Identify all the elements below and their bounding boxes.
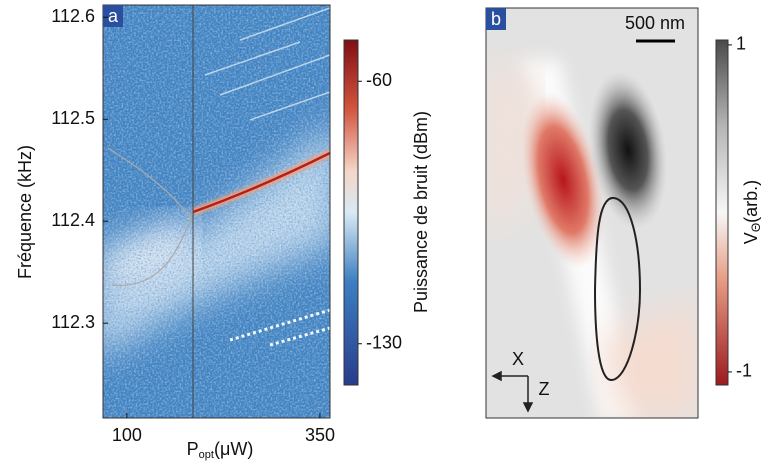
- axis-label: X: [512, 349, 524, 369]
- colorbar-tick-label: 1: [736, 34, 746, 54]
- x-axis-label: Popt(μW): [187, 439, 254, 461]
- colorbar: [343, 39, 359, 386]
- scale-bar-label: 500 nm: [625, 13, 685, 33]
- x-tick-label: 100: [112, 425, 142, 445]
- y-tick-label: 112.6: [51, 6, 95, 26]
- y-axis-label: Fréquence (kHz): [15, 145, 35, 279]
- panel-badge: [103, 5, 123, 27]
- colorbar-tick-label: -130: [366, 333, 402, 353]
- colorbar-tick-label: -60: [366, 70, 392, 90]
- cb-label-base: V: [741, 232, 761, 244]
- y-tick-label: 112.5: [51, 108, 95, 128]
- plot-frame: [102, 4, 331, 419]
- axis-label: Z: [539, 379, 550, 399]
- image-frame: [485, 7, 699, 419]
- x-label-sub: opt: [199, 449, 214, 461]
- heatmap: [103, 5, 330, 418]
- x-label-unit: (μW): [214, 439, 253, 459]
- colorbar-label: VΘ(arb.): [741, 180, 763, 244]
- cb-label-sub: Θ: [749, 223, 763, 232]
- panel-badge: [486, 8, 506, 30]
- cb-label-unit: (arb.): [741, 180, 761, 223]
- panel-label: b: [491, 9, 501, 29]
- field-map: [486, 8, 698, 418]
- y-tick-label: 112.4: [51, 210, 95, 230]
- x-tick-label: 350: [305, 425, 335, 445]
- axes-arrows: [491, 370, 534, 413]
- colorbar: [715, 39, 729, 386]
- y-tick-label: 112.3: [51, 312, 95, 332]
- x-label-base: P: [187, 439, 199, 459]
- colorbar-label: Puissance de bruit (dBm): [411, 111, 431, 313]
- colorbar-tick-label: -1: [736, 361, 752, 381]
- panel-label: a: [108, 6, 119, 26]
